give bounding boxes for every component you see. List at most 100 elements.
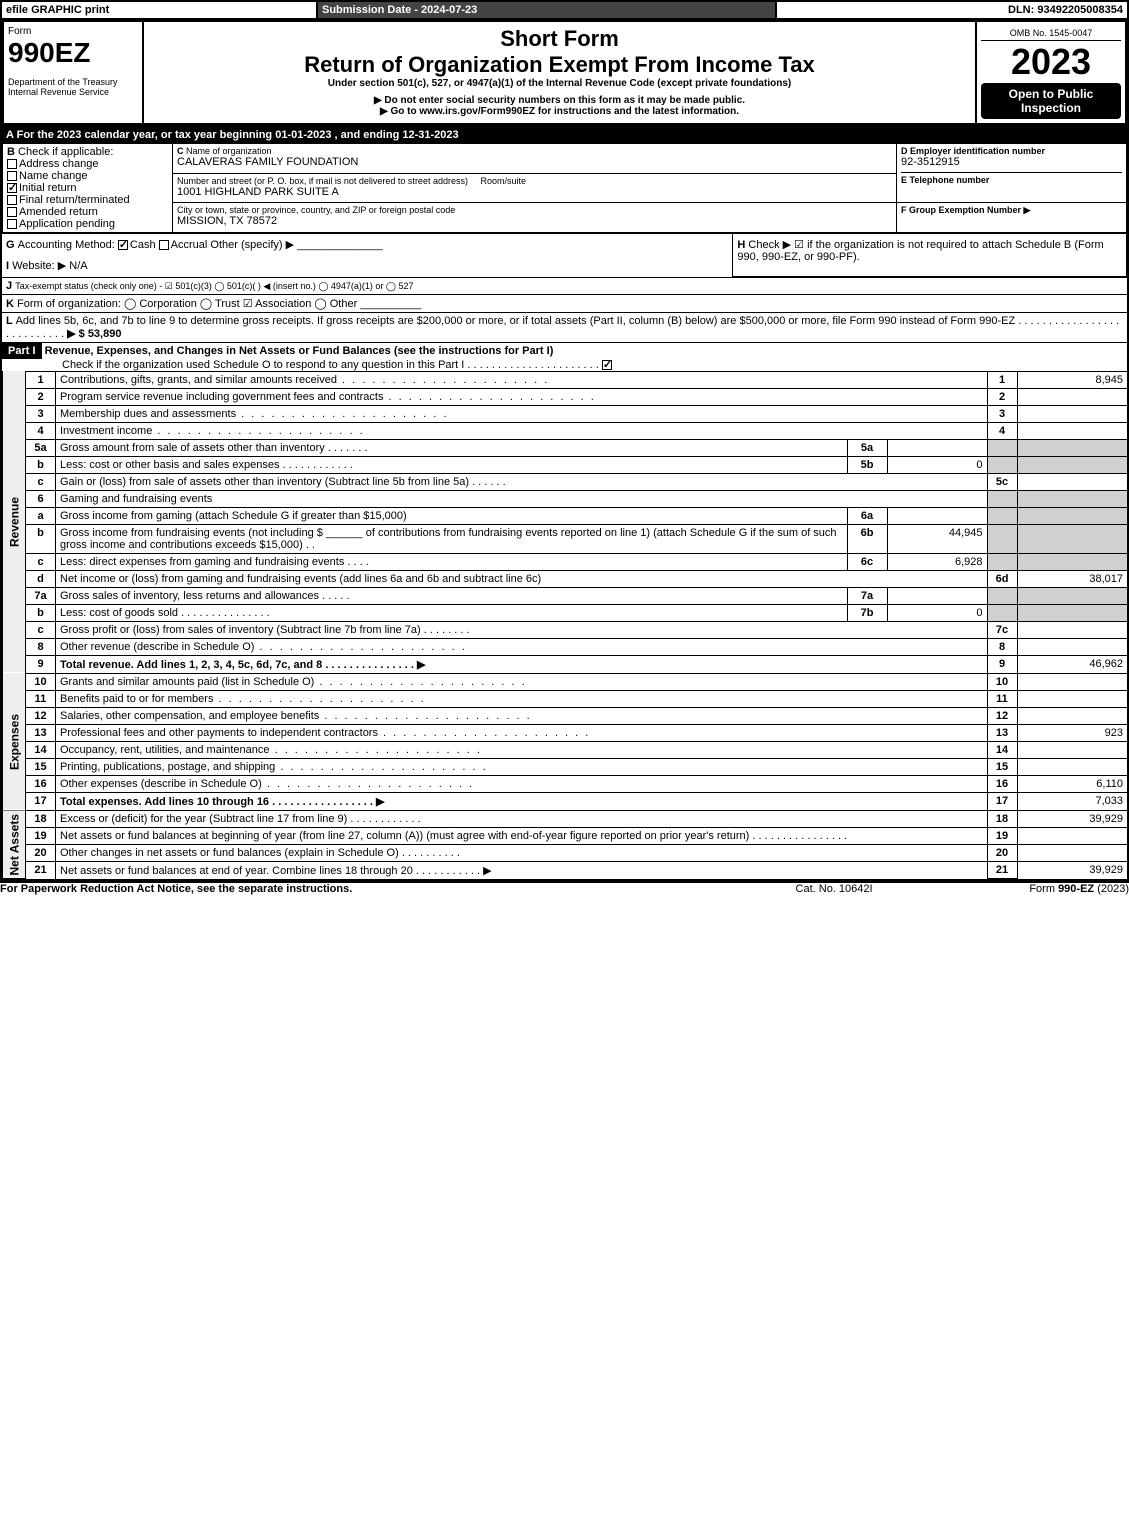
- line-num: 17: [26, 792, 56, 810]
- line-num: 8: [26, 638, 56, 655]
- grey-cell: [1017, 604, 1127, 621]
- g-accrual[interactable]: Accrual: [159, 239, 208, 251]
- l-amount: ▶ $ 53,890: [67, 328, 121, 340]
- b-opt-amended[interactable]: Amended return: [7, 206, 168, 218]
- line-num: 21: [26, 861, 56, 879]
- line-num: 3: [26, 405, 56, 422]
- schedule-o-checkbox[interactable]: [602, 360, 612, 370]
- line-rn: 5c: [987, 473, 1017, 490]
- header-row: Form 990EZ Department of the Treasury In…: [1, 19, 1128, 126]
- revenue-section-label: Revenue: [3, 371, 26, 673]
- grey-cell: [987, 490, 1017, 507]
- b-opt-pending[interactable]: Application pending: [7, 218, 168, 230]
- line-rn: 11: [987, 690, 1017, 707]
- grey-cell: [987, 553, 1017, 570]
- addr-label: Number and street (or P. O. box, if mail…: [177, 176, 892, 186]
- line-rn: 16: [987, 775, 1017, 792]
- grey-cell: [987, 507, 1017, 524]
- b-opt-name[interactable]: Name change: [7, 170, 168, 182]
- g-label: Accounting Method:: [18, 239, 115, 251]
- b-opt-initial[interactable]: Initial return: [7, 182, 168, 194]
- line-rn: 2: [987, 388, 1017, 405]
- line-desc: Benefits paid to or for members: [60, 693, 213, 705]
- org-city: MISSION, TX 78572: [177, 215, 892, 227]
- line-num: b: [26, 604, 56, 621]
- line-desc: Gross amount from sale of assets other t…: [60, 442, 325, 454]
- top-bar: efile GRAPHIC print Submission Date - 20…: [1, 1, 1128, 19]
- c-name-label: Name of organization: [186, 146, 272, 156]
- grey-cell: [987, 587, 1017, 604]
- grey-cell: [1017, 553, 1127, 570]
- net-assets-section-label: Net Assets: [3, 810, 26, 879]
- line-val: 39,929: [1017, 861, 1127, 879]
- line-val: 7,033: [1017, 792, 1127, 810]
- footer-mid: Cat. No. 10642I: [752, 882, 916, 895]
- line-desc: Investment income: [60, 425, 152, 437]
- d-label: D Employer identification number: [901, 146, 1122, 156]
- submission-date: Submission Date - 2024-07-23: [317, 1, 776, 19]
- line-rn: 8: [987, 638, 1017, 655]
- line-rn: 12: [987, 707, 1017, 724]
- line-num: 6: [26, 490, 56, 507]
- dln: DLN: 93492205008354: [776, 1, 1128, 19]
- goto-link[interactable]: ▶ Go to www.irs.gov/Form990EZ for instru…: [148, 106, 971, 117]
- line-rn: 15: [987, 758, 1017, 775]
- l-text: Add lines 5b, 6c, and 7b to line 9 to de…: [16, 315, 1016, 327]
- warning: ▶ Do not enter social security numbers o…: [148, 95, 971, 106]
- line-desc: Salaries, other compensation, and employ…: [60, 710, 319, 722]
- line-num: 5a: [26, 439, 56, 456]
- line-desc: Less: cost or other basis and sales expe…: [60, 459, 280, 471]
- subtitle: Under section 501(c), 527, or 4947(a)(1)…: [148, 78, 971, 89]
- line-desc: Gaming and fundraising events: [56, 490, 988, 507]
- line-num: 9: [26, 655, 56, 673]
- footer-left: For Paperwork Reduction Act Notice, see …: [0, 882, 752, 895]
- line-desc: Gross income from gaming (attach Schedul…: [60, 510, 407, 522]
- efile-print-link[interactable]: efile GRAPHIC print: [1, 1, 317, 19]
- omb: OMB No. 1545-0047: [981, 26, 1121, 41]
- sub-num: 5a: [847, 439, 887, 456]
- entity-info: B Check if applicable: Address change Na…: [2, 143, 1127, 233]
- line-rn: 6d: [987, 570, 1017, 587]
- i-label: Website: ▶: [12, 260, 66, 272]
- line-val: [1017, 621, 1127, 638]
- b-opt-final[interactable]: Final return/terminated: [7, 194, 168, 206]
- line-num: 18: [26, 810, 56, 827]
- line-val: 923: [1017, 724, 1127, 741]
- line-rn: 1: [987, 371, 1017, 388]
- website-value: N/A: [69, 260, 87, 272]
- b-opt-address[interactable]: Address change: [7, 158, 168, 170]
- line-num: b: [26, 524, 56, 553]
- f-label: F Group Exemption Number ▶: [901, 205, 1122, 216]
- line-val: 8,945: [1017, 371, 1127, 388]
- line-rn: 18: [987, 810, 1017, 827]
- grey-cell: [987, 456, 1017, 473]
- line-num: 10: [26, 673, 56, 690]
- g-other[interactable]: Other (specify) ▶: [210, 239, 294, 251]
- sub-num: 5b: [847, 456, 887, 473]
- line-rn: 17: [987, 792, 1017, 810]
- line-val: [1017, 422, 1127, 439]
- footer-right: Form 990-EZ (2023): [916, 882, 1129, 895]
- line-rn: 10: [987, 673, 1017, 690]
- line-rn: 9: [987, 655, 1017, 673]
- line-num: c: [26, 473, 56, 490]
- line-num: 4: [26, 422, 56, 439]
- line-rn: 13: [987, 724, 1017, 741]
- sub-val: 0: [887, 604, 987, 621]
- sub-val: [887, 439, 987, 456]
- sub-num: 7b: [847, 604, 887, 621]
- line-desc: Membership dues and assessments: [60, 408, 236, 420]
- city-label: City or town, state or province, country…: [177, 205, 892, 215]
- line-desc: Gross income from fundraising events (no…: [60, 527, 323, 539]
- sub-num: 6b: [847, 524, 887, 553]
- line-num: 13: [26, 724, 56, 741]
- line-num: 14: [26, 741, 56, 758]
- sub-val: [887, 587, 987, 604]
- line-val: 6,110: [1017, 775, 1127, 792]
- g-cash[interactable]: Cash: [118, 239, 156, 251]
- grey-cell: [1017, 490, 1127, 507]
- b-label: Check if applicable:: [18, 146, 113, 158]
- line-desc: Gross profit or (loss) from sales of inv…: [60, 624, 421, 636]
- line-num: 16: [26, 775, 56, 792]
- line-rn: 14: [987, 741, 1017, 758]
